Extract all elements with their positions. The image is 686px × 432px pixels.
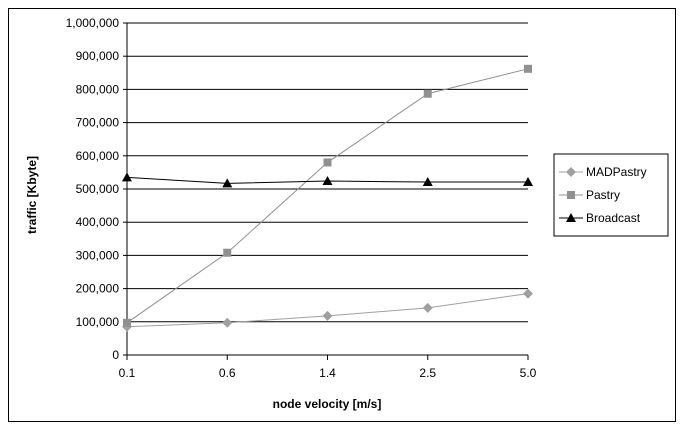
y-tick-label: 600,000 — [76, 149, 120, 163]
y-axis-title: traffic [Kbyte] — [25, 156, 39, 234]
series-pastry — [123, 64, 532, 327]
legend-item: MADPastry — [559, 165, 647, 179]
triangle-marker — [523, 177, 533, 187]
square-marker — [323, 158, 332, 167]
chart-frame: 0 100,000 200,000 300,000 400,000 500,000 600,… — [8, 8, 676, 422]
axes — [126, 23, 529, 360]
legend-label: Broadcast — [586, 211, 641, 225]
triangle-marker — [322, 176, 333, 186]
legend-item: Broadcast — [559, 211, 641, 225]
triangle-marker — [566, 213, 576, 222]
diamond-marker — [222, 317, 233, 328]
x-tick-label: 0.6 — [219, 366, 236, 380]
square-marker — [524, 64, 532, 73]
legend-box — [553, 153, 669, 237]
y-tick-label: 0 — [112, 348, 119, 362]
series-madpastry — [122, 288, 533, 332]
legend-item: Pastry — [559, 188, 620, 202]
series-line — [126, 68, 529, 324]
triangle-marker — [422, 177, 433, 187]
x-axis-title: node velocity [m/s] — [273, 397, 382, 411]
y-tick-label: 700,000 — [76, 116, 120, 130]
y-tick-label: 500,000 — [76, 182, 120, 196]
diamond-marker — [566, 167, 576, 177]
square-marker — [123, 318, 131, 327]
series — [122, 64, 533, 332]
y-tick-label: 800,000 — [76, 82, 120, 96]
triangle-marker — [122, 172, 132, 182]
line-chart: 0 100,000 200,000 300,000 400,000 500,000 600,… — [25, 16, 669, 411]
legend: MADPastry Pastry Broadcast — [553, 153, 669, 237]
x-tick-labels: 0.1 0.6 1.4 2.5 5.0 — [119, 366, 537, 380]
x-tick-label: 1.4 — [319, 366, 336, 380]
y-tick-label: 100,000 — [76, 315, 120, 329]
triangle-marker — [222, 178, 233, 188]
square-marker — [423, 89, 432, 98]
y-tick-label: 900,000 — [76, 49, 120, 63]
square-marker — [567, 191, 575, 199]
diamond-marker — [523, 288, 533, 299]
y-tick-label: 300,000 — [76, 248, 120, 262]
y-tick-label: 200,000 — [76, 282, 120, 296]
y-tick-label: 1,000,000 — [66, 16, 120, 30]
x-tick-label: 0.1 — [119, 366, 136, 380]
y-tick-label: 400,000 — [76, 215, 120, 229]
diamond-marker — [422, 302, 433, 313]
series-broadcast — [122, 172, 533, 188]
x-tick-label: 2.5 — [419, 366, 436, 380]
legend-label: MADPastry — [586, 165, 647, 179]
gridlines — [123, 22, 528, 356]
diamond-marker — [322, 310, 333, 321]
y-tick-labels: 0 100,000 200,000 300,000 400,000 500,000 600,… — [66, 16, 120, 362]
square-marker — [223, 248, 232, 257]
legend-label: Pastry — [586, 188, 620, 202]
x-tick-label: 5.0 — [520, 366, 537, 380]
